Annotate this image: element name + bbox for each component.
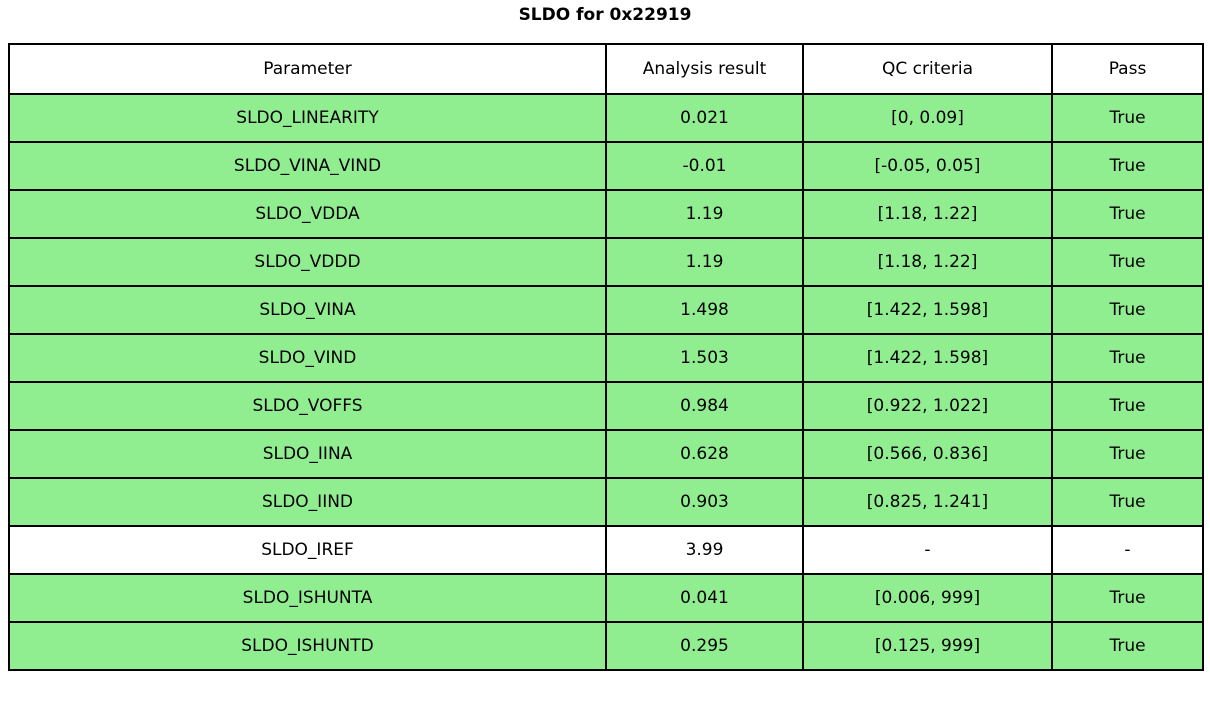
parameter-cell: SLDO_VDDA bbox=[8, 189, 607, 239]
table-row: SLDO_IIND 0.903 [0.825, 1.241] True bbox=[8, 477, 1204, 527]
pass-cell: True bbox=[1051, 621, 1204, 671]
qc-criteria-cell: [0.125, 999] bbox=[802, 621, 1053, 671]
pass-cell: True bbox=[1051, 285, 1204, 335]
qc-criteria-cell: [0.922, 1.022] bbox=[802, 381, 1053, 431]
qc-criteria-cell: [1.422, 1.598] bbox=[802, 285, 1053, 335]
column-header-pass: Pass bbox=[1051, 43, 1204, 95]
table-row: SLDO_IREF 3.99- - bbox=[8, 525, 1204, 575]
page-title: SLDO for 0x22919 bbox=[518, 5, 692, 25]
qc-criteria-cell: [0.566, 0.836] bbox=[802, 429, 1053, 479]
pass-cell: True bbox=[1051, 333, 1204, 383]
table-row: SLDO_VDDD 1.19 [1.18, 1.22] True bbox=[8, 237, 1204, 287]
qc-criteria-cell: [0, 0.09] bbox=[802, 93, 1053, 143]
table-row: SLDO_VIND 1.503 [1.422, 1.598] True bbox=[8, 333, 1204, 383]
analysis-result-cell: 3.99 bbox=[605, 525, 804, 575]
qc-criteria-cell: [0.825, 1.241] bbox=[802, 477, 1053, 527]
parameter-cell: SLDO_VOFFS bbox=[8, 381, 607, 431]
parameter-cell: SLDO_LINEARITY bbox=[8, 93, 607, 143]
pass-cell: True bbox=[1051, 189, 1204, 239]
parameter-cell: SLDO_IIND bbox=[8, 477, 607, 527]
qc-criteria-cell: [1.18, 1.22] bbox=[802, 189, 1053, 239]
header-row: Parameter Analysis result QC criteria Pa… bbox=[8, 43, 1204, 95]
table-row: SLDO_VINA 1.498 [1.422, 1.598] True bbox=[8, 285, 1204, 335]
parameter-cell: SLDO_VIND bbox=[8, 333, 607, 383]
table-row: SLDO_ISHUNTD 0.295 [0.125, 999] True bbox=[8, 621, 1204, 671]
parameter-cell: SLDO_IINA bbox=[8, 429, 607, 479]
qc-criteria-cell: [1.422, 1.598] bbox=[802, 333, 1053, 383]
analysis-result-cell: 0.984 bbox=[605, 381, 804, 431]
pass-cell: - bbox=[1051, 525, 1204, 575]
column-header-analysis-result: Analysis result bbox=[605, 43, 804, 95]
qc-criteria-cell: - bbox=[802, 525, 1053, 575]
table-body: SLDO_LINEARITY 0.021 [0, 0.09] True SLDO_VIN… bbox=[8, 93, 1204, 671]
qc-criteria-cell: [1.18, 1.22] bbox=[802, 237, 1053, 287]
column-header-parameter: Parameter bbox=[8, 43, 607, 95]
analysis-result-cell: 0.903 bbox=[605, 477, 804, 527]
table-row: SLDO_VDDA 1.19 [1.18, 1.22] True bbox=[8, 189, 1204, 239]
analysis-result-cell: 0.021 bbox=[605, 93, 804, 143]
table-row: SLDO_LINEARITY 0.021 [0, 0.09] True bbox=[8, 93, 1204, 143]
pass-cell: True bbox=[1051, 429, 1204, 479]
column-header-qc-criteria: QC criteria bbox=[802, 43, 1053, 95]
table-row: SLDO_ISHUNTA 0.041 [0.006, 999] True bbox=[8, 573, 1204, 623]
analysis-result-cell: 1.498 bbox=[605, 285, 804, 335]
qc-results-table: Parameter Analysis result QC criteria Pa… bbox=[8, 43, 1204, 671]
analysis-result-cell: 0.295 bbox=[605, 621, 804, 671]
pass-cell: True bbox=[1051, 93, 1204, 143]
analysis-result-cell: 1.19 bbox=[605, 189, 804, 239]
parameter-cell: SLDO_ISHUNTA bbox=[8, 573, 607, 623]
analysis-result-cell: 0.041 bbox=[605, 573, 804, 623]
qc-criteria-cell: [0.006, 999] bbox=[802, 573, 1053, 623]
pass-cell: True bbox=[1051, 237, 1204, 287]
analysis-result-cell: 1.19 bbox=[605, 237, 804, 287]
analysis-result-cell: 0.628 bbox=[605, 429, 804, 479]
table-row: SLDO_VOFFS 0.984 [0.922, 1.022] True bbox=[8, 381, 1204, 431]
pass-cell: True bbox=[1051, 477, 1204, 527]
analysis-result-cell: 1.503 bbox=[605, 333, 804, 383]
parameter-cell: SLDO_VINA bbox=[8, 285, 607, 335]
table-header: Parameter Analysis result QC criteria Pa… bbox=[8, 43, 1204, 95]
analysis-result-cell: -0.01 bbox=[605, 141, 804, 191]
parameter-cell: SLDO_ISHUNTD bbox=[8, 621, 607, 671]
parameter-cell: SLDO_IREF bbox=[8, 525, 607, 575]
table-row: SLDO_VINA_VIND -0.01 [-0.05, 0.05] True bbox=[8, 141, 1204, 191]
qc-criteria-cell: [-0.05, 0.05] bbox=[802, 141, 1053, 191]
pass-cell: True bbox=[1051, 573, 1204, 623]
parameter-cell: SLDO_VDDD bbox=[8, 237, 607, 287]
pass-cell: True bbox=[1051, 141, 1204, 191]
pass-cell: True bbox=[1051, 381, 1204, 431]
parameter-cell: SLDO_VINA_VIND bbox=[8, 141, 607, 191]
table-row: SLDO_IINA 0.628 [0.566, 0.836] True bbox=[8, 429, 1204, 479]
